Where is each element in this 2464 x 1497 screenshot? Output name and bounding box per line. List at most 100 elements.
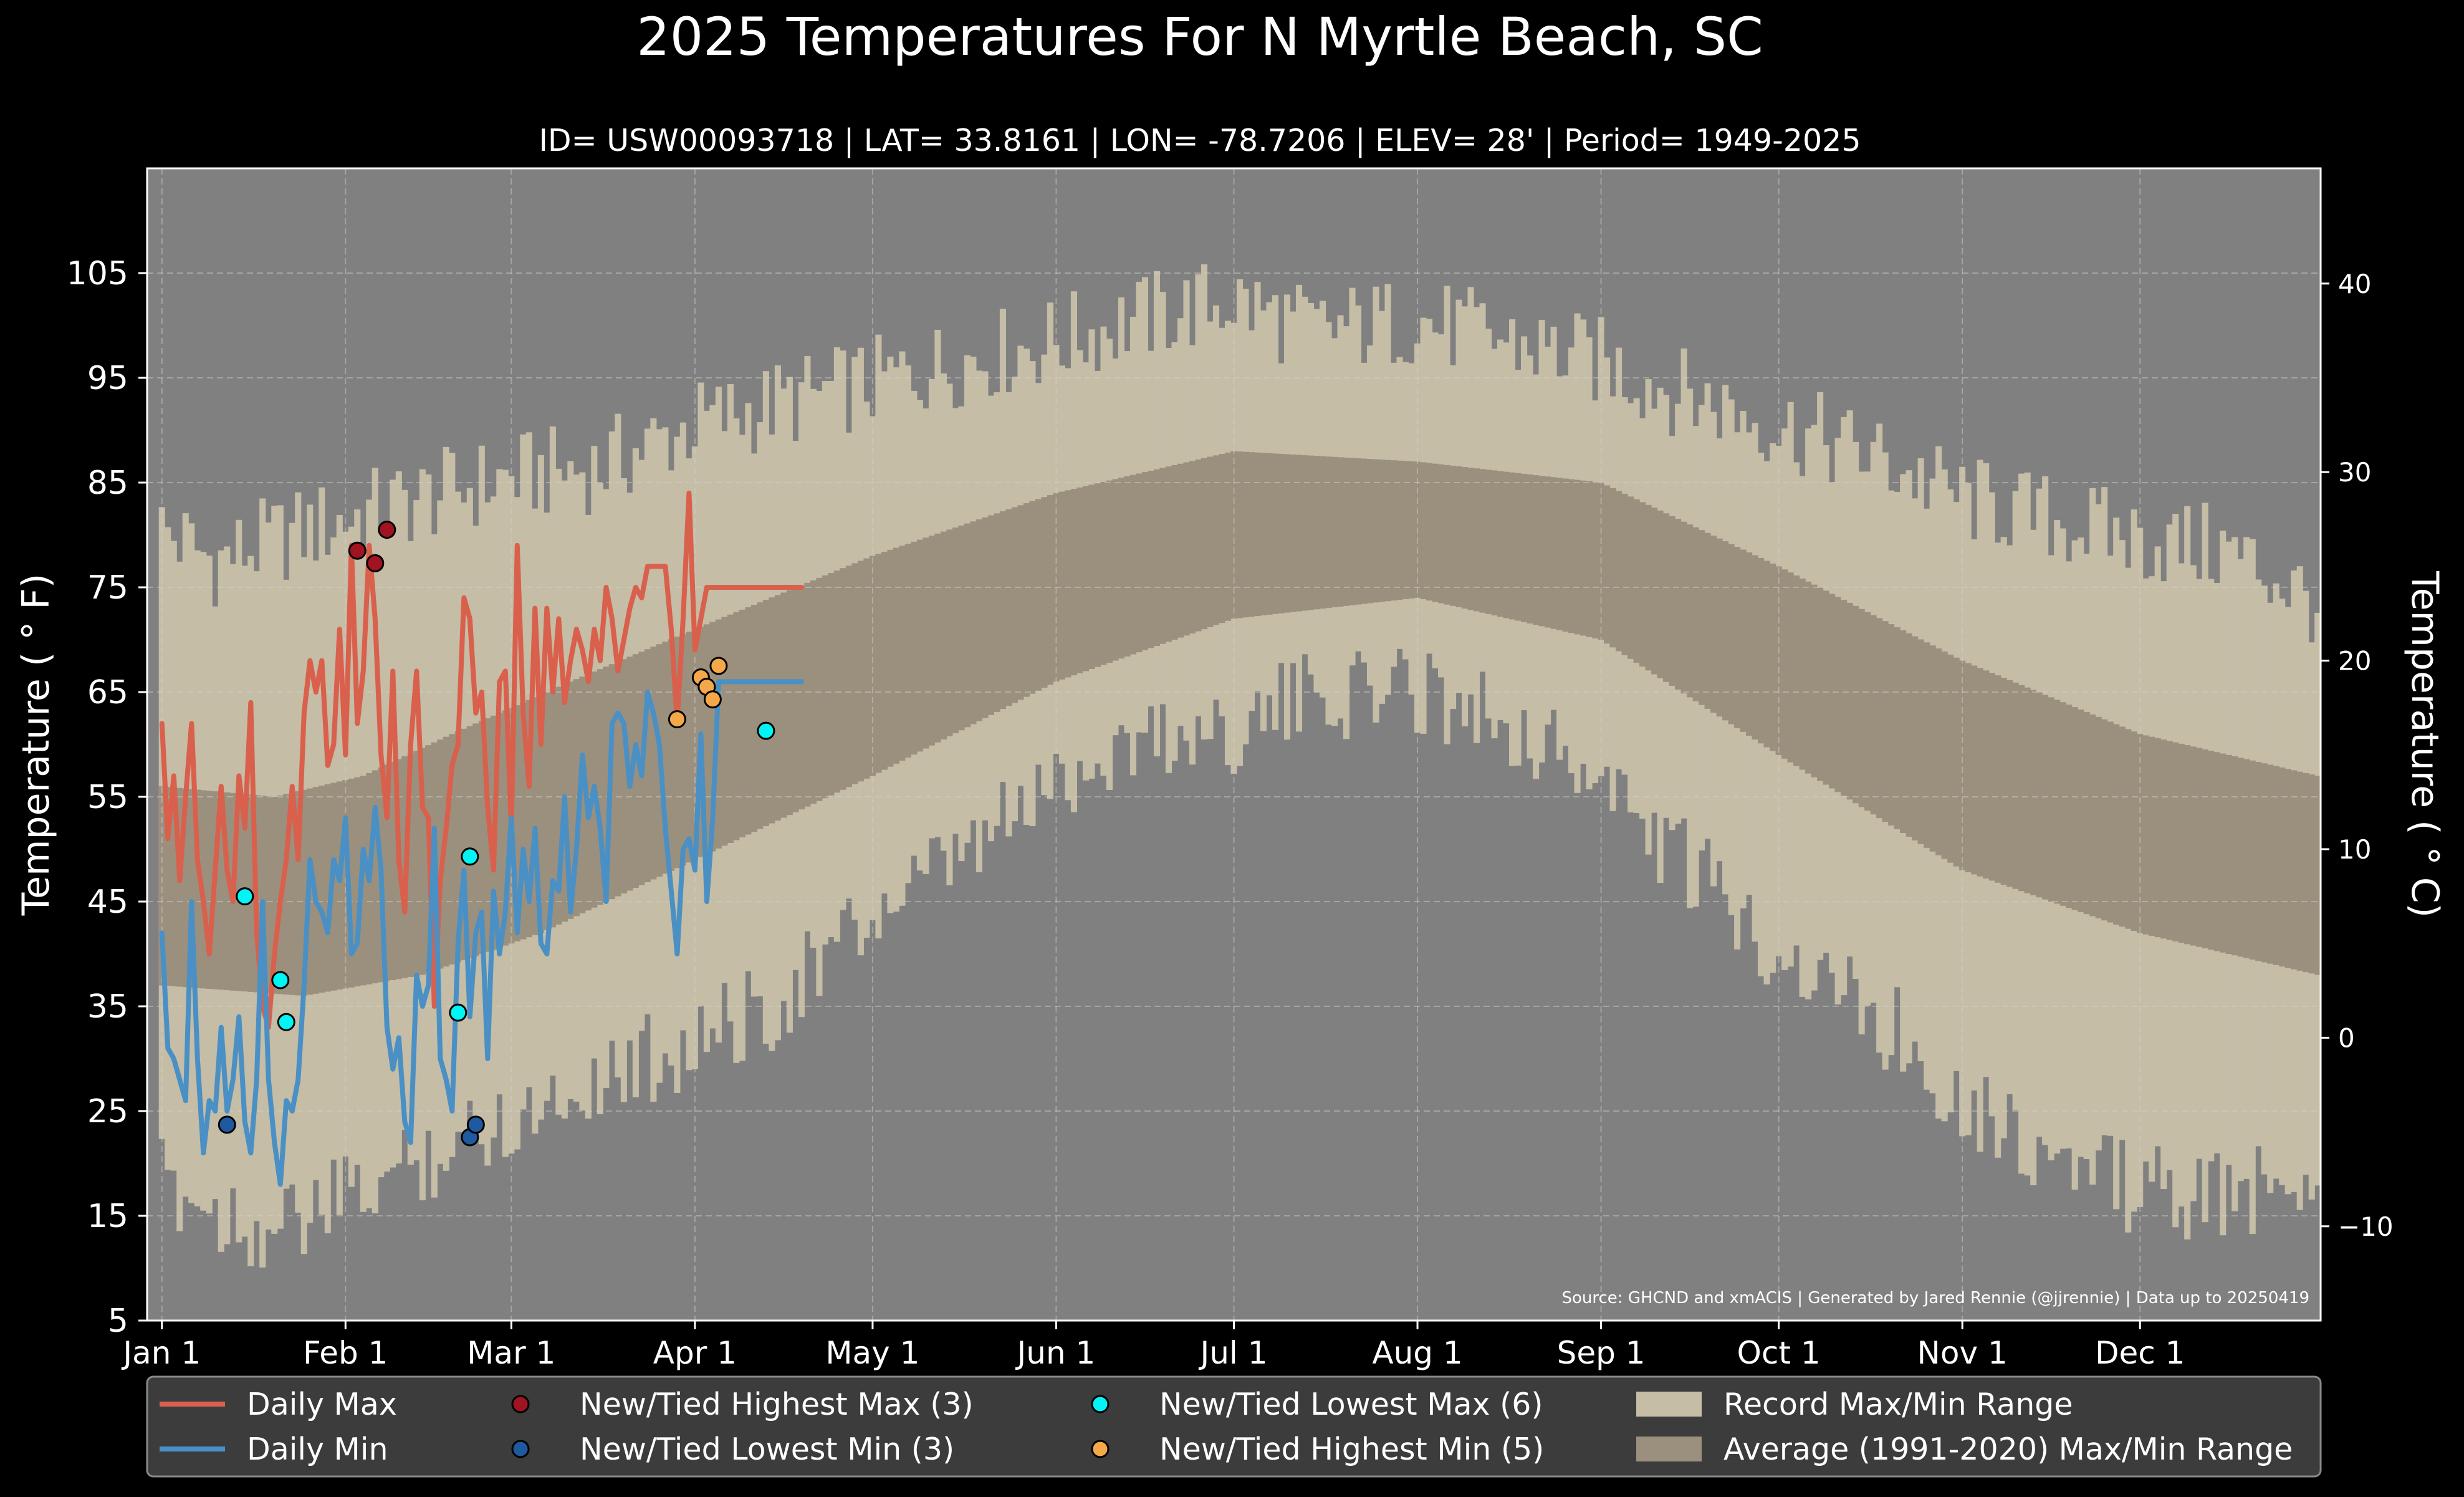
average-range-bar bbox=[1278, 453, 1285, 614]
daily-min-line bbox=[159, 679, 804, 1187]
chart-title: 2025 Temperatures For N Myrtle Beach, SC bbox=[636, 6, 1763, 67]
y-tick-label-left: 35 bbox=[87, 988, 128, 1026]
average-range-bar bbox=[757, 602, 764, 829]
average-range-bar bbox=[1474, 468, 1480, 612]
average-range-bar bbox=[2048, 697, 2054, 902]
average-range-bar bbox=[881, 552, 888, 770]
x-tick-label: May 1 bbox=[825, 1335, 919, 1371]
average-range-bar bbox=[1882, 621, 1889, 822]
average-range-bar bbox=[2249, 760, 2256, 960]
y-tick-label-right: 40 bbox=[2338, 269, 2371, 299]
average-range-bar bbox=[662, 642, 669, 874]
average-range-bar bbox=[579, 676, 586, 913]
average-range-bar bbox=[2296, 771, 2303, 971]
average-range-bar bbox=[958, 525, 965, 731]
x-tick-label: Dec 1 bbox=[2095, 1335, 2185, 1371]
average-range-bar bbox=[1692, 527, 1699, 701]
average-range-bar bbox=[1212, 455, 1220, 625]
average-range-bar bbox=[2232, 756, 2238, 956]
average-range-bar bbox=[1331, 456, 1338, 607]
average-range-bar bbox=[970, 521, 977, 724]
average-range-bar bbox=[1841, 600, 1848, 796]
average-range-bar bbox=[887, 549, 894, 767]
average-range-bar bbox=[283, 794, 290, 995]
average-range-bar bbox=[810, 580, 817, 804]
average-range-bar bbox=[466, 726, 473, 958]
average-range-bar bbox=[383, 764, 390, 981]
average-range-bar bbox=[1509, 472, 1516, 620]
average-range-bar bbox=[1929, 645, 1936, 852]
average-range-bar bbox=[2225, 754, 2232, 954]
average-range-bar bbox=[2243, 759, 2250, 958]
legend-label: Daily Max bbox=[247, 1387, 397, 1422]
average-range-bar bbox=[1752, 555, 1758, 740]
x-tick-label: Jun 1 bbox=[1015, 1335, 1096, 1371]
average-range-bar bbox=[1207, 456, 1214, 627]
average-range-bar bbox=[567, 681, 574, 919]
average-range-bar bbox=[2178, 743, 2185, 943]
average-range-bar bbox=[1746, 552, 1753, 736]
average-range-bar bbox=[1574, 479, 1581, 635]
x-tick-label: Mar 1 bbox=[467, 1335, 555, 1371]
average-range-bar bbox=[2059, 702, 2066, 906]
average-range-bar bbox=[1527, 474, 1533, 623]
average-range-bar bbox=[857, 561, 864, 782]
average-range-bar bbox=[2308, 774, 2315, 974]
average-range-bar bbox=[1799, 578, 1806, 770]
average-range-bar bbox=[1722, 541, 1729, 721]
new-highest-min-marker bbox=[709, 657, 728, 675]
y-tick-label-right: −10 bbox=[2338, 1211, 2394, 1242]
average-range-bar bbox=[336, 781, 343, 990]
average-range-bar bbox=[1941, 651, 1948, 859]
new-highest-max-marker bbox=[348, 541, 367, 560]
average-range-bar bbox=[1704, 532, 1711, 709]
average-range-bar bbox=[295, 791, 302, 996]
average-range-bar bbox=[2125, 729, 2132, 929]
average-range-bar bbox=[1420, 462, 1427, 599]
average-range-bar bbox=[904, 544, 911, 758]
average-range-bar bbox=[1515, 473, 1522, 621]
average-range-bar bbox=[176, 787, 183, 987]
average-range-bar bbox=[1823, 590, 1829, 785]
y-tick-label-left: 55 bbox=[87, 779, 128, 816]
average-range-bar bbox=[1455, 466, 1462, 607]
average-range-bar bbox=[271, 797, 278, 994]
average-range-bar bbox=[899, 546, 906, 761]
average-range-bar bbox=[982, 517, 989, 718]
average-range-bar bbox=[1556, 478, 1563, 630]
average-range-bar bbox=[597, 669, 603, 905]
new-highest-max-marker bbox=[378, 521, 396, 539]
average-range-bar bbox=[1106, 480, 1113, 663]
average-range-bar bbox=[2131, 731, 2137, 931]
average-range-bar bbox=[632, 654, 639, 888]
average-range-bar bbox=[514, 705, 520, 941]
average-range-bar bbox=[2172, 742, 2179, 941]
new-highest-min-marker bbox=[668, 710, 686, 729]
average-range-bar bbox=[721, 617, 728, 846]
average-range-bar bbox=[520, 702, 527, 940]
average-range-bar bbox=[1876, 618, 1883, 819]
average-range-bar bbox=[1834, 597, 1841, 792]
average-range-bar bbox=[1076, 487, 1083, 673]
average-range-bar bbox=[182, 788, 189, 988]
y-tick-label-right: 20 bbox=[2338, 646, 2371, 676]
average-range-bar bbox=[1763, 561, 1770, 748]
average-range-bar bbox=[354, 777, 361, 987]
new-lowest-max-marker bbox=[277, 1013, 295, 1031]
average-range-bar bbox=[1894, 627, 1901, 830]
average-range-bar bbox=[762, 600, 769, 827]
average-range-bar bbox=[372, 770, 378, 984]
average-range-bar bbox=[1343, 457, 1350, 606]
average-range-bar bbox=[2261, 763, 2268, 963]
average-range-bar bbox=[999, 511, 1006, 710]
average-range-bar bbox=[1562, 478, 1569, 632]
average-range-bar bbox=[1349, 458, 1356, 605]
x-axis: Jan 1 Feb 1 Mar 1 Apr 1 May 1 Jun 1 Jul 1 Aug 1… bbox=[121, 1321, 2185, 1371]
plot-area: Source: GHCND and xmACIS | Generated by … bbox=[146, 167, 2322, 1322]
average-range-bar bbox=[1023, 503, 1030, 697]
new-lowest-max-marker bbox=[236, 887, 254, 906]
average-range-bar bbox=[1917, 639, 1924, 844]
legend-label: New/Tied Lowest Max (6) bbox=[1159, 1387, 1543, 1422]
average-range-bar bbox=[537, 695, 544, 933]
average-range-bar bbox=[1924, 642, 1930, 848]
